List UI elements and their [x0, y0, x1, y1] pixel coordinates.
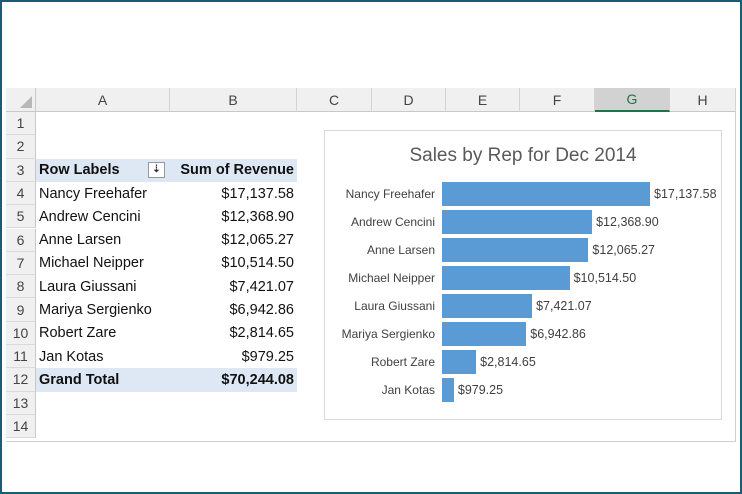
pivot-row-label[interactable]: Andrew Cencini	[36, 205, 170, 228]
row-header-6[interactable]: 6	[6, 228, 36, 252]
row-header-10[interactable]: 10	[6, 321, 36, 345]
chart-data-label: $17,137.58	[654, 187, 717, 201]
chart-data-label: $979.25	[457, 383, 504, 397]
pivot-row-value-text: $2,814.65	[229, 325, 294, 342]
pivot-row-value[interactable]: $979.25	[170, 345, 297, 368]
chart-data-label: $2,814.65	[480, 355, 536, 369]
chart-data-label: $12,368.90	[596, 215, 659, 229]
grand-total-value-text: $70,244.08	[221, 371, 294, 388]
column-header-g[interactable]: G	[595, 88, 670, 112]
select-all-button[interactable]	[6, 88, 36, 112]
pivot-row-value[interactable]: $17,137.58	[170, 182, 297, 205]
pivot-row-value-text: $6,942.86	[229, 302, 294, 319]
chart-bar[interactable]	[442, 182, 650, 206]
column-header-b[interactable]: B	[170, 88, 297, 112]
chart-data-label: $7,421.07	[536, 299, 592, 313]
pivot-row-label[interactable]: Anne Larsen	[36, 229, 170, 252]
pivot-row-label[interactable]: Nancy Freehafer	[36, 182, 170, 205]
column-header-e[interactable]: E	[446, 88, 520, 112]
chart-title: Sales by Rep for Dec 2014	[409, 145, 637, 166]
row-header-8[interactable]: 8	[6, 275, 36, 299]
pivot-row-label-text: Michael Neipper	[39, 255, 144, 272]
pivot-row-label-text: Nancy Freehafer	[39, 185, 147, 202]
pivot-row-value[interactable]: $7,421.07	[170, 275, 297, 298]
chart-bar[interactable]	[442, 294, 533, 318]
pivot-row-value-text: $12,065.27	[221, 232, 294, 249]
pivot-row-label-text: Jan Kotas	[39, 348, 104, 365]
row-header-13[interactable]: 13	[6, 391, 36, 415]
chart-bar[interactable]	[442, 322, 527, 346]
bar-chart[interactable]: Sales by Rep for Dec 2014 Nancy Freehafe…	[324, 130, 722, 420]
pivot-row-value[interactable]: $2,814.65	[170, 322, 297, 345]
row-header-7[interactable]: 7	[6, 251, 36, 276]
row-header-2[interactable]: 2	[6, 135, 36, 159]
chart-category-label: Michael Neipper	[348, 271, 435, 285]
chart-bar[interactable]	[442, 238, 589, 262]
row-header-3[interactable]: 3	[6, 158, 36, 182]
row-header-5[interactable]: 5	[6, 205, 36, 229]
row-header-4[interactable]: 4	[6, 181, 36, 206]
pivot-row-label-text: Mariya Sergienko	[39, 302, 152, 319]
pivot-row-label[interactable]: Jan Kotas	[36, 345, 170, 368]
pivot-header-sum-revenue-text: Sum of Revenue	[180, 162, 294, 179]
pivot-row-value-text: $10,514.50	[221, 255, 294, 272]
grand-total-label-text: Grand Total	[39, 371, 120, 388]
pivot-row-value[interactable]: $12,065.27	[170, 229, 297, 252]
pivot-header-row-labels-text: Row Labels	[39, 162, 120, 179]
pivot-row-label[interactable]: Mariya Sergienko	[36, 298, 170, 321]
pivot-row-label[interactable]: Laura Giussani	[36, 275, 170, 298]
row-header-9[interactable]: 9	[6, 298, 36, 322]
pivot-header-row-labels[interactable]: Row Labels ⇣	[36, 158, 170, 182]
row-header-14[interactable]: 14	[6, 414, 36, 439]
chart-category-label: Jan Kotas	[381, 383, 435, 397]
pivot-row-label-text: Robert Zare	[39, 325, 117, 342]
grand-total-value[interactable]: $70,244.08	[170, 368, 297, 392]
chart-data-label: $6,942.86	[530, 327, 586, 341]
chart-category-label: Robert Zare	[370, 355, 435, 369]
pivot-row-label-text: Laura Giussani	[39, 278, 137, 295]
pivot-row-label-text: Andrew Cencini	[39, 208, 141, 225]
chart-bar[interactable]	[442, 210, 593, 234]
column-header-f[interactable]: F	[520, 88, 595, 112]
chart-bar[interactable]	[442, 350, 477, 374]
chart-category-label: Laura Giussani	[354, 299, 435, 313]
row-header-11[interactable]: 11	[6, 345, 36, 369]
chart-category-label: Anne Larsen	[366, 243, 435, 257]
chart-data-label: $10,514.50	[573, 271, 637, 285]
chart-data-label: $12,065.27	[592, 243, 655, 257]
pivot-header-sum-revenue[interactable]: Sum of Revenue	[170, 158, 297, 182]
chart-category-label: Nancy Freehafer	[345, 187, 435, 201]
chart-bar[interactable]	[442, 266, 570, 290]
chart-category-label: Mariya Sergienko	[341, 327, 435, 341]
pivot-row-value[interactable]: $12,368.90	[170, 205, 297, 228]
chart-bar[interactable]	[442, 378, 454, 402]
row-header-1[interactable]: 1	[6, 112, 36, 136]
pivot-row-value[interactable]: $10,514.50	[170, 252, 297, 275]
pivot-row-value-text: $12,368.90	[221, 208, 294, 225]
grand-total-label[interactable]: Grand Total	[36, 368, 170, 392]
row-header-12[interactable]: 12	[6, 368, 36, 392]
pivot-row-label[interactable]: Michael Neipper	[36, 252, 170, 275]
pivot-row-label-text: Anne Larsen	[39, 232, 122, 249]
sort-filter-icon[interactable]: ⇣	[148, 162, 165, 179]
column-header-h[interactable]: H	[670, 88, 736, 112]
column-header-d[interactable]: D	[372, 88, 446, 112]
pivot-row-value-text: $979.25	[241, 348, 294, 365]
chart-category-label: Andrew Cencini	[350, 215, 435, 229]
pivot-row-value-text: $17,137.58	[221, 185, 294, 202]
column-header-a[interactable]: A	[36, 88, 170, 112]
pivot-row-label[interactable]: Robert Zare	[36, 322, 170, 345]
pivot-row-value[interactable]: $6,942.86	[170, 298, 297, 321]
column-header-c[interactable]: C	[297, 88, 372, 112]
pivot-row-value-text: $7,421.07	[229, 278, 294, 295]
spreadsheet-grid[interactable]: A B C D E F G H 1 2 3 4 5 6 7 8 9 10 11 12 13 14 Row Labels ⇣ Su…	[6, 88, 736, 442]
